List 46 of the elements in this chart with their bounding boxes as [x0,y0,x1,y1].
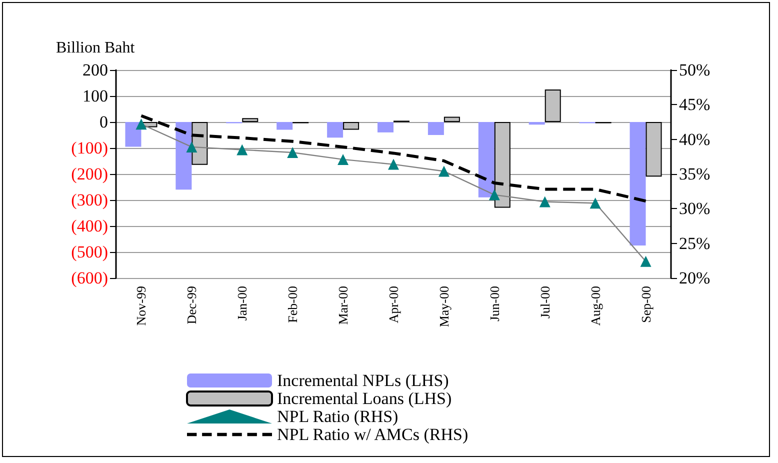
x-tick-label: Feb-00 [285,286,300,323]
bar [242,118,258,122]
bar [646,122,662,177]
y-tick-label: (600) [71,268,108,288]
bar [630,122,646,246]
y2-tick-label: 35% [679,164,710,184]
y2-tick-label: 25% [679,234,710,253]
y2-tick-label: 20% [679,268,710,288]
y-tick-label: 200 [82,60,108,80]
bar [478,122,494,198]
bar [544,90,561,122]
legend-label: NPL Ratio w/ AMCs (RHS) [277,425,468,444]
y2-tick-label: 50% [679,60,710,80]
legend-label: NPL Ratio (RHS) [277,407,398,426]
legend-label: Incremental Loans (LHS) [277,389,452,408]
x-tick-label: Dec-99 [184,286,200,324]
y-tick-label: (400) [71,216,108,236]
y-tick-label: (300) [71,190,108,210]
bar [125,122,142,147]
y-tick-label: 0 [100,112,108,132]
y-tick-label: (200) [71,164,108,184]
x-tick-label: Apr-00 [386,286,401,324]
bar [528,122,545,125]
y2-tick-label: 30% [679,199,710,218]
bar [276,122,293,130]
legend-label: Incremental NPLs (LHS) [277,371,449,390]
bar [327,122,344,138]
bar [378,122,394,132]
y-axis-title: Billion Baht [56,40,136,56]
x-tick-label: Nov-99 [134,286,149,326]
bar [428,122,444,135]
y-tick-label: 100 [82,86,108,106]
x-tick-label: Aug-00 [588,286,603,326]
x-tick-label: Jul-00 [537,286,552,318]
bar [176,122,192,190]
bar [444,116,460,122]
y2-tick-label: 45% [679,95,710,114]
bar [343,122,360,130]
y-tick-label: (500) [71,242,108,262]
x-tick-label: Jun-00 [486,286,502,322]
x-tick-label: May-00 [436,286,452,328]
x-tick-label: Sep-00 [638,286,654,323]
y-tick-label: (100) [71,138,108,158]
x-tick-label: Mar-00 [336,286,351,325]
x-tick-label: Jan-00 [234,286,250,321]
y2-tick-label: 40% [679,130,710,149]
